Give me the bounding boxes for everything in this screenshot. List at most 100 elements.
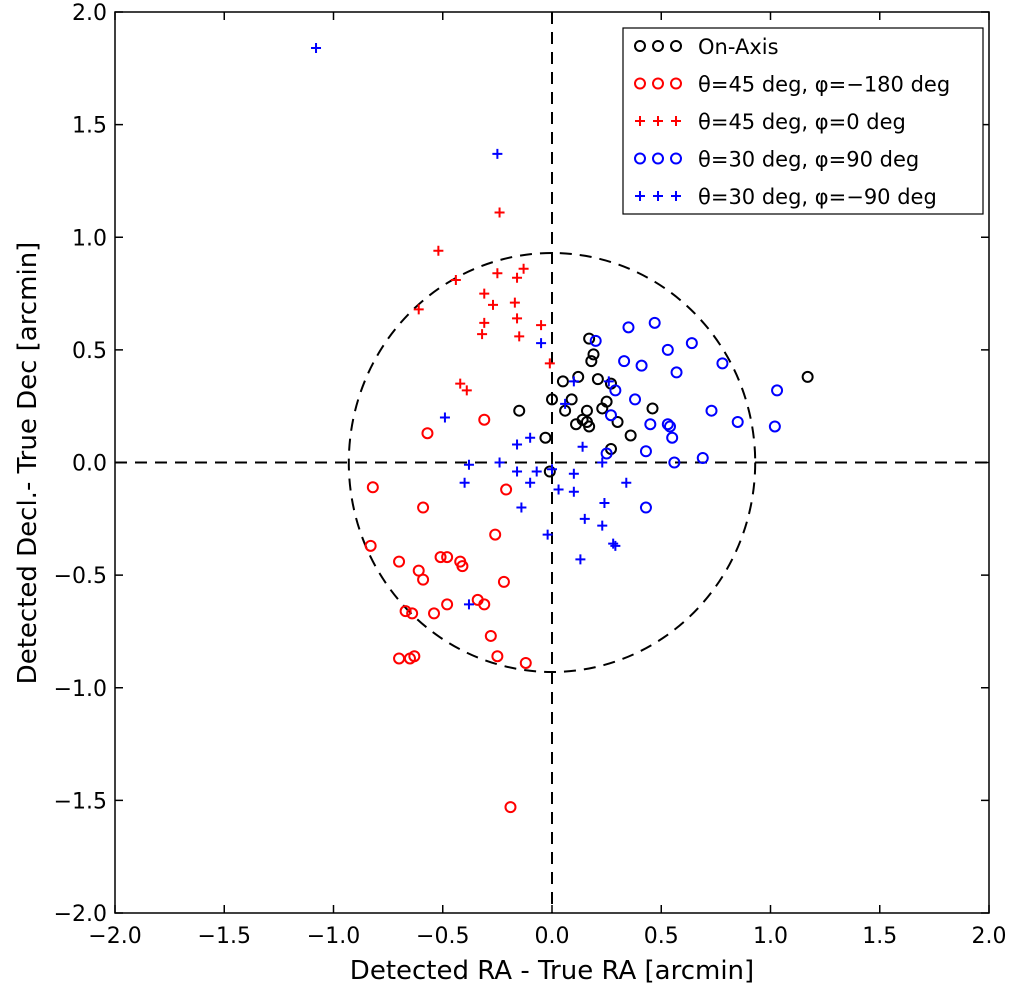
- data-point: [539, 431, 552, 444]
- legend-marker: [634, 40, 646, 52]
- data-point: [461, 385, 472, 396]
- series-2: [413, 207, 555, 396]
- legend-label: θ=30 deg, φ=−90 deg: [698, 185, 937, 209]
- legend-label: θ=30 deg, φ=90 deg: [698, 148, 919, 172]
- data-point: [579, 513, 590, 524]
- data-point: [585, 355, 598, 368]
- legend-marker: [634, 77, 646, 90]
- data-point: [408, 650, 421, 663]
- data-point: [568, 468, 579, 479]
- legend-marker: [670, 40, 682, 52]
- series-3: [589, 316, 784, 514]
- data-point: [364, 539, 377, 552]
- series-1: [364, 413, 532, 814]
- y-tick-label: −1.0: [54, 677, 107, 702]
- data-point: [492, 268, 503, 279]
- data-point: [685, 337, 698, 350]
- legend-label: θ=45 deg, φ=−180 deg: [698, 73, 950, 97]
- data-point: [463, 459, 474, 470]
- data-point: [666, 431, 679, 444]
- data-point: [479, 288, 490, 299]
- data-point: [441, 551, 454, 564]
- data-point: [603, 376, 614, 387]
- legend-marker: [635, 191, 645, 201]
- data-point: [556, 375, 569, 388]
- legend-marker: [652, 152, 664, 165]
- data-point: [393, 652, 406, 665]
- data-point: [492, 148, 503, 159]
- data-point: [565, 393, 578, 406]
- data-point: [599, 498, 610, 509]
- data-point: [434, 551, 447, 564]
- legend-marker: [671, 191, 681, 201]
- data-point: [421, 427, 434, 440]
- data-point: [597, 457, 608, 468]
- legend-box: [622, 27, 984, 215]
- data-point: [543, 465, 556, 478]
- data-point: [705, 404, 718, 417]
- data-point: [428, 607, 441, 620]
- data-point: [547, 464, 557, 475]
- legend-label: On-Axis: [698, 35, 779, 59]
- data-point: [639, 445, 652, 458]
- data-point: [513, 404, 526, 417]
- y-tick-label: 0.0: [72, 452, 107, 477]
- legend-marker: [671, 116, 681, 126]
- data-point: [646, 402, 659, 415]
- data-point: [731, 415, 744, 428]
- reference-circle: [347, 252, 757, 673]
- data-point: [716, 357, 729, 370]
- data-point: [399, 605, 412, 618]
- data-point: [542, 529, 553, 540]
- legend-entry: θ=30 deg, φ=−90 deg: [635, 185, 937, 209]
- data-point: [531, 466, 542, 477]
- data-point: [629, 393, 642, 406]
- reference-lines: [115, 12, 989, 913]
- y-tick-label: 0.5: [72, 339, 107, 364]
- x-tick-label: 1.5: [862, 924, 897, 949]
- data-point: [583, 332, 596, 345]
- legend-marker: [670, 77, 682, 90]
- data-point: [536, 320, 547, 331]
- data-point: [504, 801, 517, 814]
- y-axis-label: Detected Decl.- True Dec [arcmin]: [13, 242, 43, 685]
- data-point: [393, 555, 406, 568]
- data-point: [497, 575, 510, 588]
- data-point: [621, 477, 632, 488]
- data-point: [519, 656, 532, 669]
- data-point: [608, 538, 619, 549]
- data-point: [575, 554, 586, 565]
- data-point: [406, 607, 419, 620]
- legend-marker: [653, 116, 663, 126]
- x-tick-label: −0.5: [416, 924, 469, 949]
- legend-marker: [635, 116, 645, 126]
- data-point: [509, 297, 520, 308]
- data-point: [494, 207, 505, 218]
- data-point: [516, 502, 527, 513]
- legend-entry: θ=30 deg, φ=90 deg: [634, 148, 919, 172]
- data-point: [768, 420, 781, 433]
- data-point: [489, 528, 502, 541]
- legend-entry: θ=45 deg, φ=0 deg: [635, 110, 906, 134]
- data-point: [463, 599, 474, 610]
- data-point: [801, 370, 814, 383]
- data-point: [596, 402, 609, 415]
- data-point: [670, 366, 683, 379]
- data-point: [544, 358, 555, 369]
- data-point: [661, 343, 674, 356]
- data-point: [591, 373, 604, 386]
- legend-entry: θ=45 deg, φ=−180 deg: [634, 73, 950, 97]
- data-point: [514, 331, 525, 342]
- legend-marker: [670, 152, 682, 165]
- data-point: [536, 338, 547, 349]
- x-tick-label: 2.0: [972, 924, 1007, 949]
- data-point: [771, 384, 784, 397]
- data-point: [589, 334, 602, 347]
- legend-marker: [634, 152, 646, 165]
- data-point: [597, 520, 608, 531]
- data-point: [635, 359, 648, 372]
- data-point: [366, 481, 379, 494]
- x-tick-label: 1.0: [753, 924, 788, 949]
- data-point: [491, 650, 504, 663]
